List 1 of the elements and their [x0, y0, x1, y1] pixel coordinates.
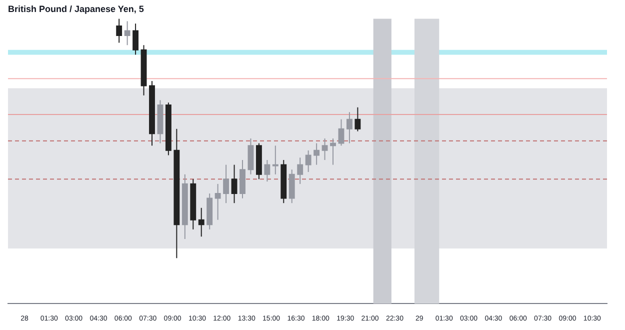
- chart-title: British Pound / Japanese Yen, 5: [8, 4, 144, 14]
